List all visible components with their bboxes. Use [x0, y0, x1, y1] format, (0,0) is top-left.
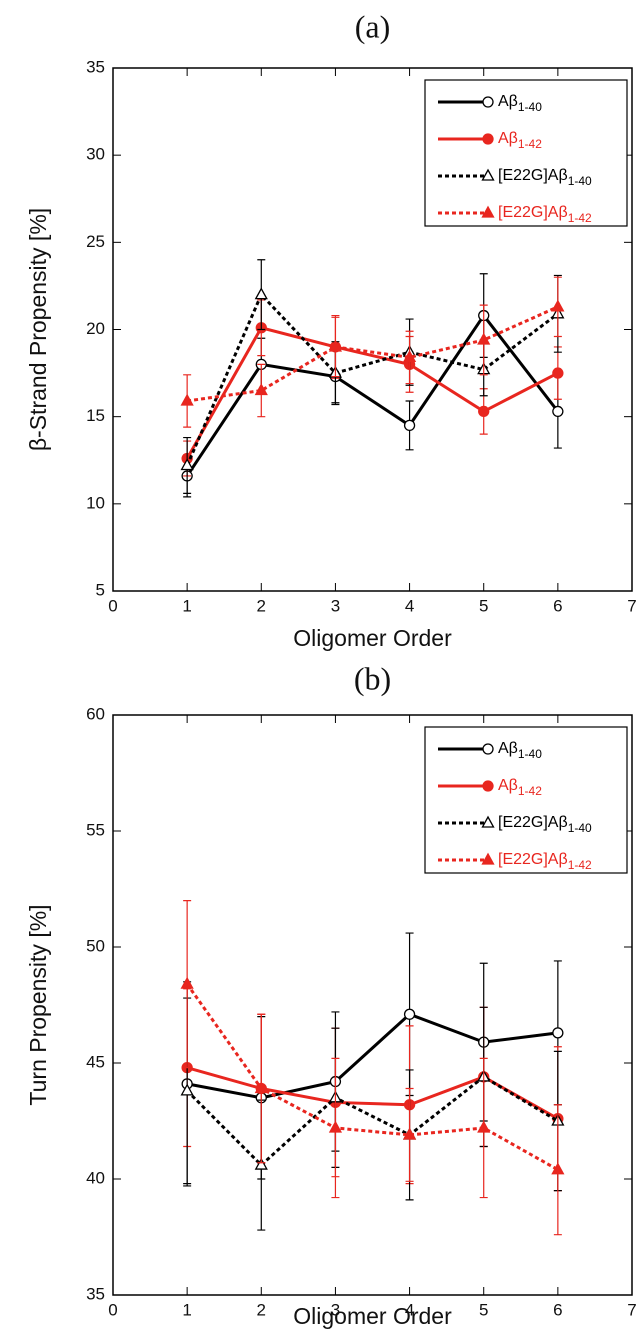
x-tick-label: 0: [108, 1300, 117, 1319]
legend-marker: [482, 743, 494, 755]
marker: [180, 976, 194, 989]
legend-marker: [481, 205, 495, 218]
marker: [254, 287, 268, 300]
plot-frame: [112, 714, 633, 1296]
legend: [424, 726, 628, 874]
marker: [254, 1157, 268, 1170]
marker: [551, 1162, 565, 1175]
legend-marker: [481, 815, 495, 828]
y-tick-label: 15: [86, 406, 105, 425]
x-tick-label: 7: [627, 596, 636, 615]
legend-marker: [482, 133, 494, 145]
y-tick-label: 45: [86, 1052, 105, 1071]
series: [181, 273, 564, 498]
series: [180, 276, 565, 428]
y-tick-label: 20: [86, 319, 105, 338]
marker: [403, 419, 416, 432]
legend-marker: [482, 96, 494, 108]
marker: [180, 458, 194, 471]
y-tick-label: 25: [86, 232, 105, 251]
marker: [478, 405, 490, 418]
line: [185, 983, 559, 1172]
line: [186, 305, 559, 403]
x-tick-label: 6: [553, 596, 562, 615]
x-tick-label: 1: [182, 596, 191, 615]
legend-label: Aβ1-40: [498, 93, 542, 114]
marker: [552, 405, 564, 418]
marker: [552, 367, 564, 379]
line: [185, 326, 559, 460]
plot-frame: [112, 67, 633, 592]
y-tick-label: 35: [86, 57, 105, 76]
legend-label: Aβ1-40: [498, 740, 542, 761]
x-tick-label: 1: [182, 1300, 191, 1319]
y-tick-label: 35: [86, 1284, 105, 1303]
marker: [477, 1120, 491, 1133]
y-axis-label: β-Strand Propensity [%]: [25, 208, 51, 451]
x-axis-label: Oligomer Order: [293, 1303, 452, 1329]
x-tick-label: 2: [257, 1300, 266, 1319]
y-tick-label: 30: [86, 145, 105, 164]
y-axis-label: Turn Propensity [%]: [25, 904, 51, 1105]
series: [181, 299, 564, 477]
legend-label: [E22G]Aβ1-40: [498, 814, 592, 835]
series: [180, 259, 565, 494]
line: [186, 1066, 559, 1120]
y-tick-label: 10: [86, 493, 105, 512]
marker: [254, 383, 268, 396]
line: [185, 312, 560, 477]
x-tick-label: 3: [331, 1300, 340, 1319]
series: [180, 900, 565, 1236]
x-tick-label: 5: [479, 1300, 488, 1319]
x-tick-label: 2: [257, 596, 266, 615]
legend-label: [E22G]Aβ1-40: [498, 167, 592, 188]
marker: [180, 1083, 194, 1096]
x-tick-label: 4: [405, 596, 414, 615]
y-tick-label: 60: [86, 704, 105, 723]
marker: [477, 332, 491, 345]
series: [180, 997, 565, 1231]
y-tick-label: 40: [86, 1168, 105, 1187]
chart-title: (a): [355, 8, 391, 44]
marker: [402, 1127, 417, 1140]
x-tick-label: 3: [331, 596, 340, 615]
legend-marker: [482, 780, 494, 792]
marker: [402, 350, 417, 363]
marker: [328, 339, 343, 352]
x-tick-label: 0: [108, 596, 117, 615]
x-axis-label: Oligomer Order: [293, 625, 452, 651]
legend-label: [E22G]Aβ1-42: [498, 204, 592, 225]
y-tick-label: 50: [86, 936, 105, 955]
marker: [254, 1081, 268, 1094]
x-tick-label: 5: [479, 596, 488, 615]
line: [186, 1012, 559, 1100]
x-tick-label: 4: [405, 1300, 414, 1319]
line: [185, 291, 559, 467]
marker: [552, 1027, 564, 1039]
y-tick-label: 5: [96, 580, 105, 599]
x-tick-label: 7: [627, 1300, 636, 1319]
marker: [328, 1120, 343, 1133]
marker: [403, 1008, 416, 1020]
y-tick-label: 55: [86, 820, 105, 839]
legend-marker: [481, 168, 495, 181]
legend-label: Aβ1-42: [498, 777, 542, 798]
legend: [424, 79, 628, 227]
marker: [180, 393, 194, 406]
x-tick-label: 6: [553, 1300, 562, 1319]
chart-title: (b): [354, 660, 391, 696]
marker: [551, 299, 565, 312]
legend-label: [E22G]Aβ1-42: [498, 851, 592, 872]
line: [186, 1075, 559, 1168]
legend-label: Aβ1-42: [498, 130, 542, 151]
legend-marker: [481, 852, 495, 865]
